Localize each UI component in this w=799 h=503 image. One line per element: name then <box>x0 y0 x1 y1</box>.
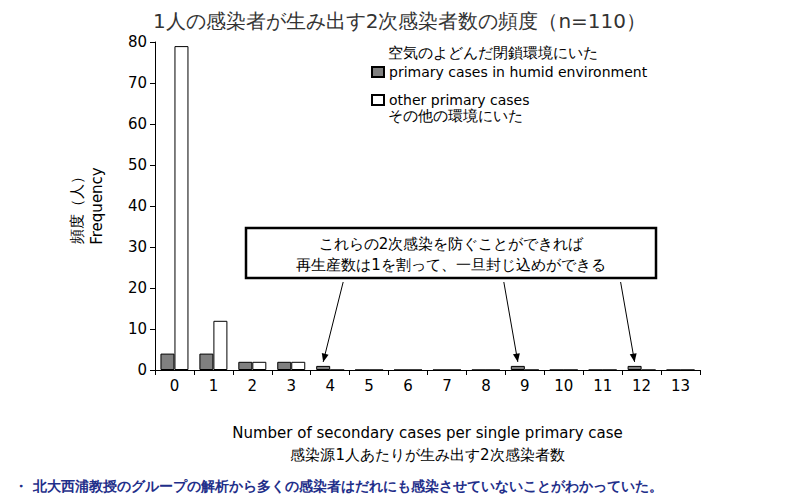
svg-text:10: 10 <box>554 377 573 395</box>
svg-text:8: 8 <box>481 377 491 395</box>
svg-text:Number of secondary cases per: Number of secondary cases per single pri… <box>232 424 623 442</box>
svg-text:1: 1 <box>209 377 219 395</box>
svg-text:20: 20 <box>128 279 147 297</box>
svg-text:10: 10 <box>128 320 147 338</box>
svg-text:3: 3 <box>286 377 296 395</box>
svg-text:再生産数は1を割って、一旦封じ込めができる: 再生産数は1を割って、一旦封じ込めができる <box>296 256 606 274</box>
svg-text:0: 0 <box>137 361 147 379</box>
svg-text:70: 70 <box>128 74 147 92</box>
svg-text:12: 12 <box>632 377 651 395</box>
svg-text:9: 9 <box>520 377 530 395</box>
svg-text:13: 13 <box>671 377 690 395</box>
svg-text:11: 11 <box>593 377 612 395</box>
svg-text:7: 7 <box>442 377 452 395</box>
svg-text:50: 50 <box>128 156 147 174</box>
svg-text:30: 30 <box>128 238 147 256</box>
svg-text:頻度（人）: 頻度（人） <box>68 169 86 244</box>
svg-text:60: 60 <box>128 115 147 133</box>
svg-text:Frequency: Frequency <box>88 167 106 245</box>
svg-text:5: 5 <box>364 377 374 395</box>
svg-text:2: 2 <box>248 377 258 395</box>
svg-text:これらの2次感染を防ぐことができれば: これらの2次感染を防ぐことができれば <box>319 235 585 253</box>
svg-text:1人の感染者が生み出す2次感染者数の頻度（n=110）: 1人の感染者が生み出す2次感染者数の頻度（n=110） <box>153 9 646 33</box>
svg-text:primary cases in humid environ: primary cases in humid environment <box>389 64 648 80</box>
svg-text:80: 80 <box>128 33 147 51</box>
svg-text:4: 4 <box>325 377 335 395</box>
svg-text:other primary cases: other primary cases <box>389 92 529 108</box>
svg-text:感染源1人あたりが生み出す2次感染者数: 感染源1人あたりが生み出す2次感染者数 <box>290 446 564 464</box>
svg-text:6: 6 <box>403 377 413 395</box>
svg-text:空気のよどんだ閉鎖環境にいた: 空気のよどんだ閉鎖環境にいた <box>388 44 598 62</box>
svg-text:その他の環境にいた: その他の環境にいた <box>388 107 523 125</box>
svg-text:・ 北大西浦教授のグループの解析から多くの感染者はだれにも感: ・ 北大西浦教授のグループの解析から多くの感染者はだれにも感染させていないことが… <box>14 478 663 494</box>
svg-text:40: 40 <box>128 197 147 215</box>
svg-text:0: 0 <box>170 377 180 395</box>
